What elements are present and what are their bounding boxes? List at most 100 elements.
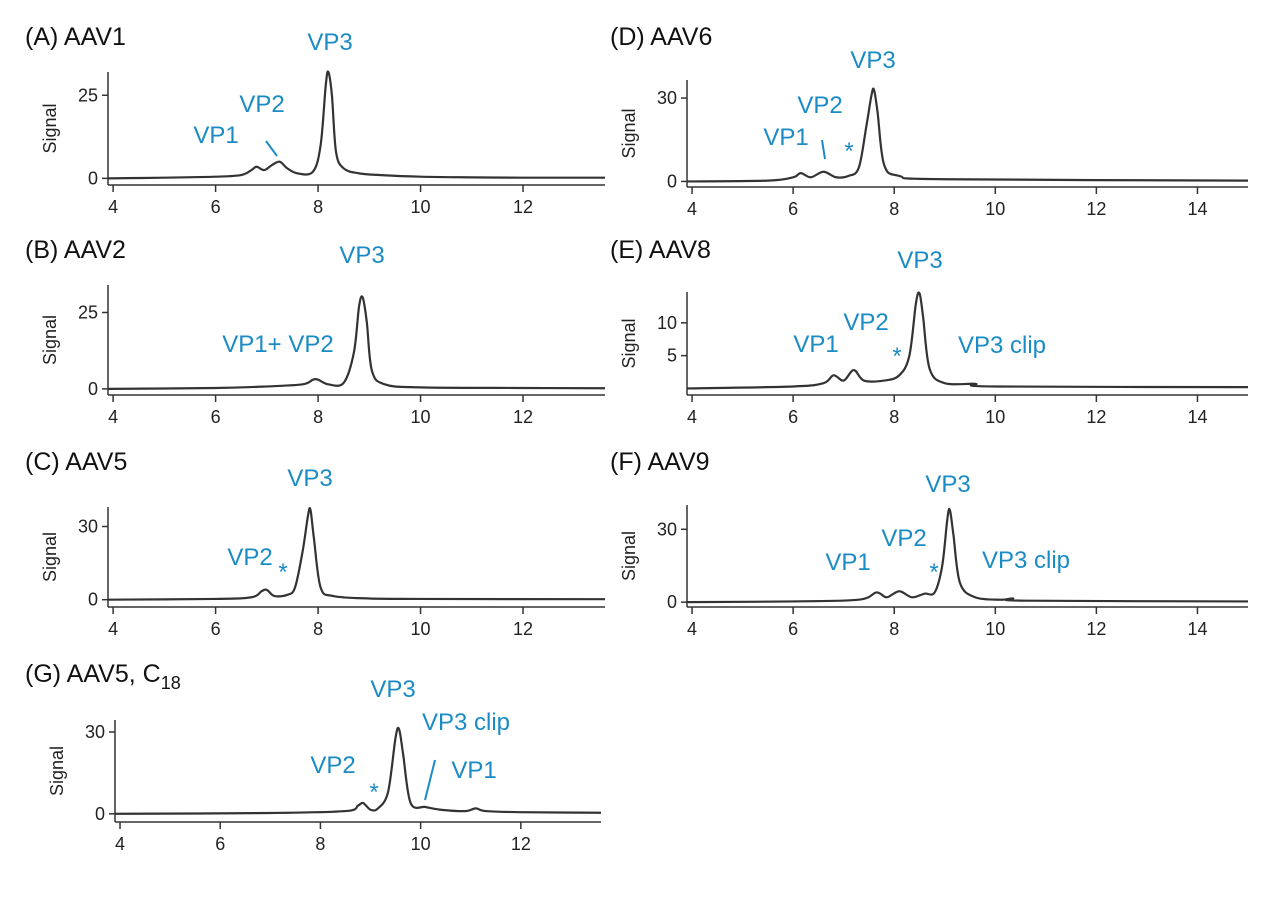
peak-label: * bbox=[844, 138, 853, 165]
x-tick-label: 10 bbox=[411, 197, 431, 217]
panel-title: (F) AAV9 bbox=[610, 448, 710, 476]
panel: (G) AAV5, C18 Signal 0 30 4 6 8 10 12 VP3 VP3 clip… bbox=[25, 660, 602, 854]
trace bbox=[686, 507, 1249, 604]
panel: (F) AAV9 Signal 0 30 4 6 8 10 12 14 VP3 VP2 VP1 * VP3 … bbox=[610, 448, 1249, 639]
y-tick-label: 25 bbox=[78, 85, 98, 105]
peak-label: VP3 bbox=[339, 242, 384, 269]
title-text: (G) AAV5, C bbox=[25, 660, 161, 688]
peak-label: VP1 bbox=[451, 757, 496, 784]
y-tick-label: 0 bbox=[95, 804, 105, 824]
x-tick-label: 6 bbox=[788, 407, 798, 427]
x-tick-label: 12 bbox=[511, 834, 531, 854]
panel: (C) AAV5 Signal 0 30 4 6 8 10 12 VP3 VP2* bbox=[25, 448, 606, 639]
peak-label: VP3 clip bbox=[958, 332, 1046, 359]
title-text: (A) AAV1 bbox=[25, 23, 126, 51]
y-tick-label: 10 bbox=[657, 313, 677, 333]
y-axis-label: Signal bbox=[47, 746, 67, 796]
y-tick-label: 0 bbox=[667, 592, 677, 612]
x-tick-label: 12 bbox=[1086, 199, 1106, 219]
title-text: (C) AAV5 bbox=[25, 448, 127, 476]
x-tick-label: 10 bbox=[985, 199, 1005, 219]
panel: (B) AAV2 Signal 0 25 4 6 8 10 12 VP3 VP1+ VP2 bbox=[25, 236, 606, 427]
x-tick-label: 14 bbox=[1187, 199, 1207, 219]
y-tick-label: 0 bbox=[667, 171, 677, 191]
panel-title: (C) AAV5 bbox=[25, 448, 127, 476]
x-tick-label: 10 bbox=[411, 407, 431, 427]
x-tick-label: 4 bbox=[687, 407, 697, 427]
panel-title: (E) AAV8 bbox=[610, 236, 711, 264]
x-tick-label: 14 bbox=[1187, 619, 1207, 639]
leader-line bbox=[424, 759, 436, 801]
peak-label: * bbox=[892, 343, 901, 370]
peak-label: VP2 bbox=[881, 525, 926, 552]
x-tick-label: 6 bbox=[211, 197, 221, 217]
y-tick-label: 5 bbox=[667, 346, 677, 366]
x-tick-label: 12 bbox=[513, 619, 533, 639]
x-tick-label: 6 bbox=[788, 619, 798, 639]
title-subscript: 18 bbox=[161, 673, 181, 693]
peak-label: VP3 bbox=[897, 247, 942, 274]
title-text: (F) AAV9 bbox=[610, 448, 710, 476]
leader-line bbox=[821, 139, 826, 160]
panel-title: (D) AAV6 bbox=[610, 23, 712, 51]
x-tick-label: 4 bbox=[687, 199, 697, 219]
x-tick-label: 8 bbox=[313, 407, 323, 427]
peak-label: VP2 bbox=[239, 91, 284, 118]
x-tick-label: 12 bbox=[513, 197, 533, 217]
peak-label: VP3 clip bbox=[422, 709, 510, 736]
y-tick-label: 30 bbox=[85, 722, 105, 742]
y-tick-label: 0 bbox=[88, 590, 98, 610]
panel-title: (G) AAV5, C18 bbox=[25, 660, 181, 693]
y-tick-label: 30 bbox=[657, 519, 677, 539]
trace bbox=[107, 70, 606, 180]
x-tick-label: 10 bbox=[411, 619, 431, 639]
title-text: (D) AAV6 bbox=[610, 23, 712, 51]
peak-label: VP3 bbox=[370, 676, 415, 703]
x-tick-label: 12 bbox=[513, 407, 533, 427]
peak-label: VP1 bbox=[793, 331, 838, 358]
x-tick-label: 10 bbox=[411, 834, 431, 854]
peak-label: * bbox=[929, 559, 938, 586]
peak-label: VP2 bbox=[797, 92, 842, 119]
trace bbox=[107, 506, 606, 601]
y-tick-label: 30 bbox=[657, 88, 677, 108]
peak-label: * bbox=[278, 559, 287, 586]
panel-title: (B) AAV2 bbox=[25, 236, 126, 264]
trace bbox=[107, 295, 606, 390]
peak-label: VP1 bbox=[193, 122, 238, 149]
y-axis-label: Signal bbox=[40, 103, 60, 153]
x-tick-label: 8 bbox=[313, 619, 323, 639]
y-axis-label: Signal bbox=[619, 531, 639, 581]
x-tick-label: 6 bbox=[788, 199, 798, 219]
trace bbox=[686, 291, 1249, 390]
x-tick-label: 6 bbox=[215, 834, 225, 854]
x-tick-label: 4 bbox=[108, 197, 118, 217]
x-tick-label: 4 bbox=[115, 834, 125, 854]
x-tick-label: 10 bbox=[985, 407, 1005, 427]
panel: (D) AAV6 Signal 0 30 4 6 8 10 12 14 VP3 VP2 VP1 * bbox=[610, 23, 1249, 219]
peak-label: VP1 bbox=[825, 549, 870, 576]
y-axis-label: Signal bbox=[40, 532, 60, 582]
title-text: (E) AAV8 bbox=[610, 236, 711, 264]
y-tick-label: 30 bbox=[78, 517, 98, 537]
x-tick-label: 4 bbox=[108, 619, 118, 639]
trace bbox=[686, 87, 1249, 183]
x-tick-label: 8 bbox=[889, 407, 899, 427]
y-tick-label: 0 bbox=[88, 379, 98, 399]
x-tick-label: 8 bbox=[889, 619, 899, 639]
peak-label: VP3 clip bbox=[982, 547, 1070, 574]
y-axis-label: Signal bbox=[619, 108, 639, 158]
x-tick-label: 8 bbox=[313, 197, 323, 217]
peak-label: VP3 bbox=[925, 471, 970, 498]
peak-label: VP3 bbox=[287, 465, 332, 492]
peak-label: VP3 bbox=[850, 47, 895, 74]
title-text: (B) AAV2 bbox=[25, 236, 126, 264]
trace bbox=[114, 726, 602, 815]
x-tick-label: 14 bbox=[1187, 407, 1207, 427]
peak-label: VP3 bbox=[307, 29, 352, 56]
x-tick-label: 10 bbox=[985, 619, 1005, 639]
x-tick-label: 8 bbox=[315, 834, 325, 854]
